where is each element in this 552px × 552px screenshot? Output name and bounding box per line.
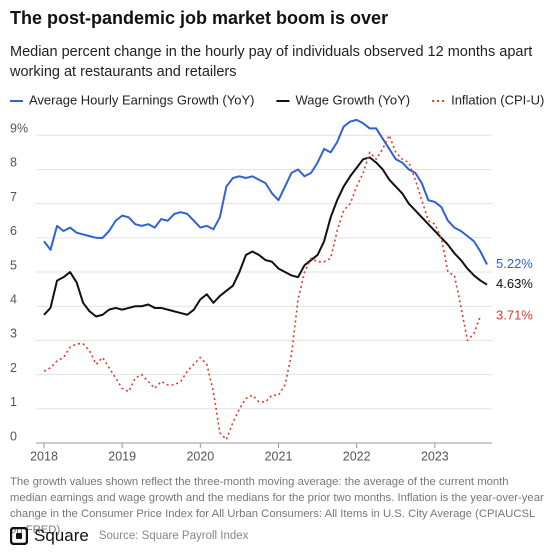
y-tick-label: 6: [10, 224, 17, 238]
x-tick-label: 2020: [186, 449, 214, 463]
y-tick-label: 3: [10, 327, 17, 341]
y-tick-label: 0: [10, 429, 17, 443]
y-tick-label: 4: [10, 293, 17, 307]
chart: Average Hourly Earnings Growth (YoY) Wage…: [10, 92, 544, 463]
brand-name: Square: [34, 526, 89, 545]
legend-label: Inflation (CPI-U): [451, 92, 544, 107]
legend-label: Wage Growth (YoY): [295, 92, 410, 107]
series-line: [43, 156, 488, 318]
y-tick-label: 9%: [10, 122, 28, 136]
y-tick-label: 8: [10, 156, 17, 170]
x-tick-label: 2019: [108, 449, 136, 463]
x-tick-label: 2022: [343, 449, 371, 463]
legend-label: Average Hourly Earnings Growth (YoY): [29, 92, 254, 107]
y-tick-label: 5: [10, 258, 17, 272]
chart-title: The post-pandemic job market boom is ove…: [10, 8, 389, 28]
chart-subtitle: Median percent change in the hourly pay …: [10, 44, 533, 80]
y-tick-label: 7: [10, 190, 17, 204]
end-label: 3.71%: [496, 308, 533, 323]
footer: Square Source: Square Payroll Index: [10, 525, 248, 547]
series-line: [43, 118, 488, 265]
x-tick-label: 2018: [30, 449, 58, 463]
x-tick-label: 2023: [421, 449, 449, 463]
y-tick-label: 2: [10, 361, 17, 375]
x-tick-label: 2021: [265, 449, 293, 463]
end-label: 4.63%: [496, 276, 533, 291]
series-line: [43, 134, 482, 441]
end-label: 5.22%: [496, 256, 533, 271]
y-tick-label: 1: [10, 395, 17, 409]
footnote: The growth values shown reflect the thre…: [10, 476, 544, 536]
brand-logo: [10, 527, 28, 545]
source: Source: Square Payroll Index: [98, 530, 249, 542]
